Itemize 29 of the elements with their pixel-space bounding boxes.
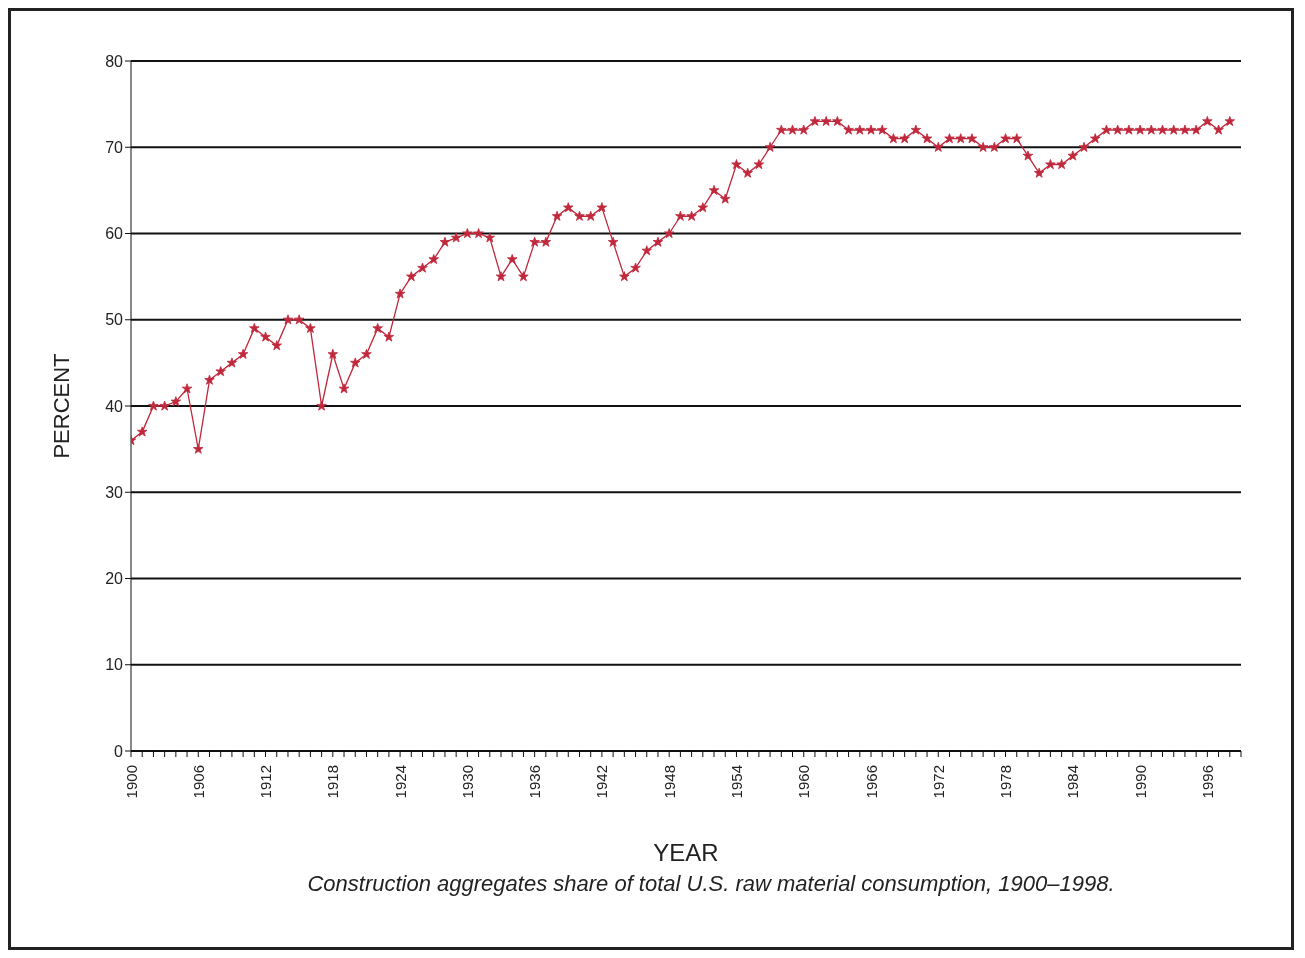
y-tick-label: 20 [105, 570, 124, 588]
y-tick-label: 70 [105, 138, 124, 156]
y-tick-label: 80 [105, 52, 124, 70]
y-tick-label: 60 [105, 225, 124, 243]
text: Construction aggregates share of total U.S. raw material consumption, 1900–1998. [306, 871, 1116, 898]
y-tick-label: 10 [105, 656, 124, 674]
x-tick-label: 1966 [862, 765, 880, 799]
x-tick-label: 1990 [1131, 765, 1149, 799]
x-tick-label: 1924 [391, 765, 409, 799]
y-tick-label: 30 [105, 483, 124, 501]
x-tick-label: 1972 [929, 765, 947, 799]
x-tick-label: 1984 [1064, 765, 1082, 799]
x-axis-title: YEAR [653, 839, 719, 866]
x-tick-label: 1960 [795, 765, 813, 799]
y-axis-title: PERCENT [48, 353, 74, 459]
y-tick-label: 0 [114, 742, 124, 760]
x-tick-label: 1912 [257, 765, 275, 799]
x-tick-label: 1996 [1198, 765, 1216, 799]
x-tick-label: 1918 [324, 765, 342, 799]
y-tick-label: 40 [105, 397, 124, 415]
x-tick-label: 1930 [458, 765, 476, 799]
x-tick-label: 1906 [189, 765, 207, 799]
x-tick-label: 1978 [997, 765, 1015, 799]
x-tick-label: 1948 [660, 765, 678, 799]
x-tick-label: 1936 [526, 765, 544, 799]
x-tick-label: 1900 [122, 765, 140, 799]
x-tick-label: 1954 [727, 765, 745, 799]
y-tick-label: 50 [105, 311, 124, 329]
x-tick-label: 1942 [593, 765, 611, 799]
